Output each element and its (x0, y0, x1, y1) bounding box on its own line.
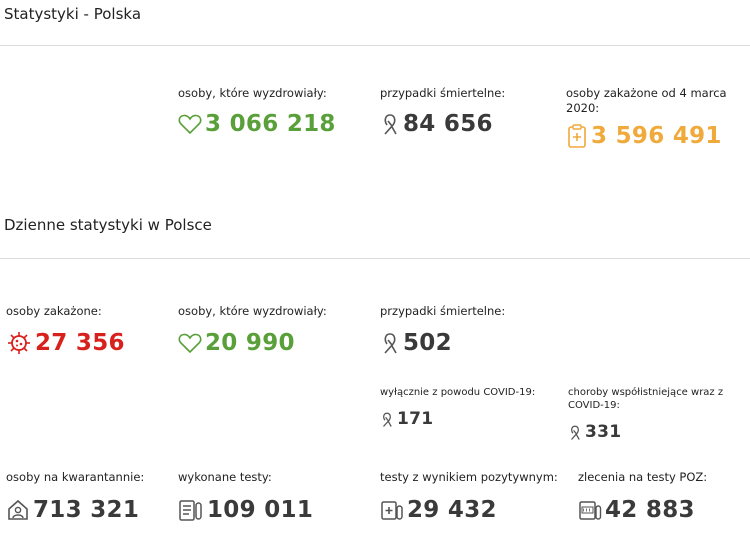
stat-value: 27 356 (35, 330, 125, 356)
section-title-poland: Statystyki - Polska (4, 5, 142, 23)
stat-label: przypadki śmiertelne: (380, 304, 506, 318)
stat-label: wyłącznie z powodu COVID-19: (380, 387, 536, 398)
stat-value: 29 432 (407, 497, 497, 523)
stat-card-deaths-covid-only: wyłącznie z powodu COVID-19: 171 (380, 386, 555, 429)
heart-icon (178, 332, 202, 354)
stat-value: 20 990 (205, 330, 295, 356)
stat-card-quarantine: osoby na kwarantannie: 713 321 (6, 470, 171, 523)
stat-value: 84 656 (403, 111, 493, 137)
section-title-daily: Dzienne statystyki w Polsce (4, 216, 212, 234)
stat-label: wykonane testy: (178, 470, 272, 484)
stat-card-positive-tests: testy z wynikiem pozytywnym: 29 432 (380, 470, 565, 523)
stat-card-poz-orders: zlecenia na testy POZ: 42 883 (578, 470, 748, 523)
section-divider (0, 258, 750, 259)
stat-label: osoby, które wyzdrowiały: (178, 86, 327, 100)
stat-value: 3 596 491 (591, 123, 722, 149)
section-divider (0, 45, 750, 46)
virus-icon (6, 330, 32, 356)
stat-label: osoby zakażone: (6, 304, 102, 318)
ribbon-icon (380, 411, 394, 428)
stat-label: choroby współistniejące wraz z COVID-19: (568, 387, 724, 411)
stat-card-deaths-comorbid: choroby współistniejące wraz z COVID-19:… (568, 386, 746, 442)
stat-label: zlecenia na testy POZ: (578, 470, 708, 484)
stat-card-infected-total: osoby zakażone od 4 marca 2020: 3 596 49… (566, 86, 746, 149)
stat-label: testy z wynikiem pozytywnym: (380, 470, 558, 484)
positive-test-icon (380, 498, 404, 522)
house-person-icon (6, 498, 30, 522)
stat-card-tests: wykonane testy: 109 011 (178, 470, 368, 523)
stat-value: 502 (403, 330, 452, 356)
stat-value: 109 011 (207, 497, 314, 523)
stat-card-deaths-total: przypadki śmiertelne: 84 656 (380, 86, 550, 137)
stat-card-deaths-daily: przypadki śmiertelne: 502 (380, 304, 550, 356)
stat-label: osoby zakażone od 4 marca 2020: (566, 86, 727, 115)
stat-value: 331 (585, 422, 622, 442)
stat-card-recovered-daily: osoby, które wyzdrowiały: 20 990 (178, 304, 368, 356)
heart-icon (178, 113, 202, 135)
medical-clipboard-icon (566, 123, 588, 149)
ribbon-icon (568, 424, 582, 441)
stat-value: 42 883 (605, 497, 695, 523)
poz-order-icon (578, 498, 602, 522)
ribbon-icon (380, 331, 400, 355)
stat-card-infected-daily: osoby zakażone: 27 356 (6, 304, 166, 356)
stat-value: 3 066 218 (205, 111, 336, 137)
ribbon-icon (380, 112, 400, 136)
stat-value: 713 321 (33, 497, 140, 523)
stat-value: 171 (397, 409, 434, 429)
checklist-tube-icon (178, 498, 204, 522)
stat-card-recovered-total: osoby, które wyzdrowiały: 3 066 218 (178, 86, 368, 137)
stat-label: osoby na kwarantannie: (6, 470, 145, 484)
stat-label: przypadki śmiertelne: (380, 86, 506, 100)
stat-label: osoby, które wyzdrowiały: (178, 304, 327, 318)
